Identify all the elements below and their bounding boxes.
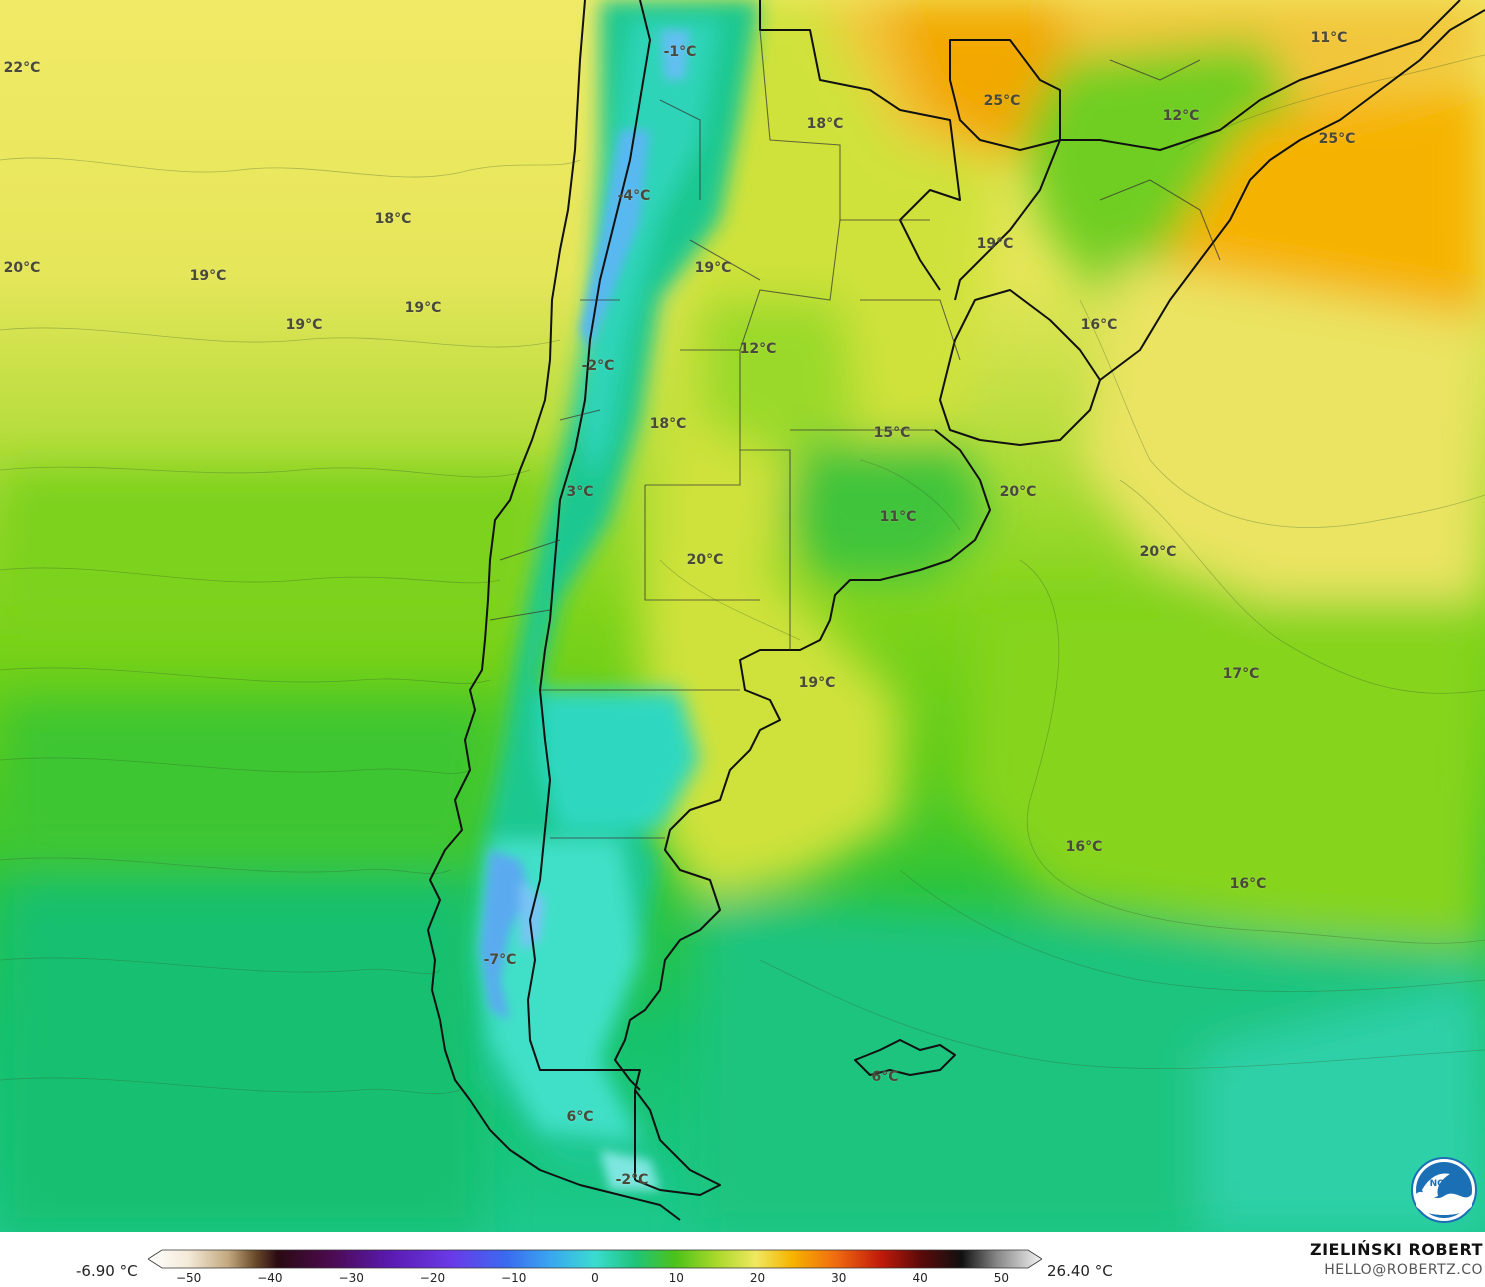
temperature-label: 16°C [1229, 876, 1267, 892]
colorbar-tick-label: −10 [501, 1271, 527, 1285]
legend-bar: -6.90 °C [0, 1232, 1485, 1287]
colorbar-tick-label: −50 [175, 1271, 202, 1285]
temperature-zones [0, 0, 1485, 1232]
colorbar-tick-label: −30 [338, 1271, 364, 1285]
temperature-label: 25°C [983, 93, 1021, 109]
temperature-label: 20°C [3, 260, 41, 276]
min-temperature-label: -6.90 °C [76, 1262, 138, 1280]
author-credit: ZIELIŃSKI ROBERT [1309, 1240, 1483, 1259]
temperature-label: 18°C [374, 211, 412, 227]
colorbar-tick-label: −20 [419, 1271, 446, 1285]
svg-text:NOAA: NOAA [1430, 1179, 1459, 1189]
temperature-label: 25°C [1318, 131, 1356, 147]
temperature-label: -4°C [617, 188, 651, 204]
colorbar-tick-label: 40 [912, 1271, 928, 1285]
temperature-map[interactable] [0, 0, 1485, 1232]
max-temperature-label: 26.40 °C [1047, 1262, 1113, 1280]
colorbar-tick-label: −40 [257, 1271, 283, 1285]
temperature-label: -2°C [581, 358, 615, 374]
temperature-label: 6°C [566, 1109, 594, 1125]
temperature-label: 19°C [404, 300, 442, 316]
colorbar-tick-label: 0 [591, 1271, 599, 1285]
author-email[interactable]: HELLO@ROBERTZ.CO [1324, 1262, 1483, 1278]
temperature-label: 17°C [1222, 666, 1260, 682]
temperature-label: 3°C [566, 484, 594, 500]
temperature-label: 20°C [686, 552, 724, 568]
noaa-logo-icon: NOAA [1411, 1157, 1477, 1223]
colorbar-tick-label: 20 [749, 1271, 766, 1285]
temperature-label: 16°C [1065, 839, 1103, 855]
temperature-label: 22°C [3, 60, 41, 76]
temperature-label: 6°C [871, 1069, 899, 1085]
temperature-label: -1°C [663, 44, 697, 60]
temperature-label: 18°C [806, 116, 844, 132]
province-borders [489, 29, 1221, 839]
temperature-label: 19°C [976, 236, 1014, 252]
isotherm-lines [0, 54, 1485, 1095]
temperature-label: 18°C [649, 416, 687, 432]
temperature-label: 19°C [798, 675, 836, 691]
temperature-label: -7°C [483, 952, 517, 968]
map-canvas [0, 0, 1485, 1232]
temperature-label: 19°C [285, 317, 323, 333]
colorbar-tick-label: 50 [993, 1271, 1009, 1285]
colorbar-tick-label: 30 [831, 1271, 847, 1285]
temperature-label: 12°C [1162, 108, 1200, 124]
temperature-label: 11°C [879, 509, 917, 525]
temperature-label: 16°C [1080, 317, 1118, 333]
temperature-label: 20°C [999, 484, 1037, 500]
temperature-label: 15°C [873, 425, 911, 441]
temperature-label: 12°C [739, 341, 777, 357]
temperature-label: 20°C [1139, 544, 1177, 560]
temperature-label: 19°C [694, 260, 732, 276]
temperature-label: -2°C [615, 1172, 649, 1188]
country-borders [427, 0, 1485, 1221]
temperature-label: 11°C [1310, 30, 1348, 46]
temperature-label: 19°C [189, 268, 227, 284]
temperature-colorbar [148, 1249, 1042, 1269]
colorbar-tick-label: 10 [668, 1271, 684, 1285]
